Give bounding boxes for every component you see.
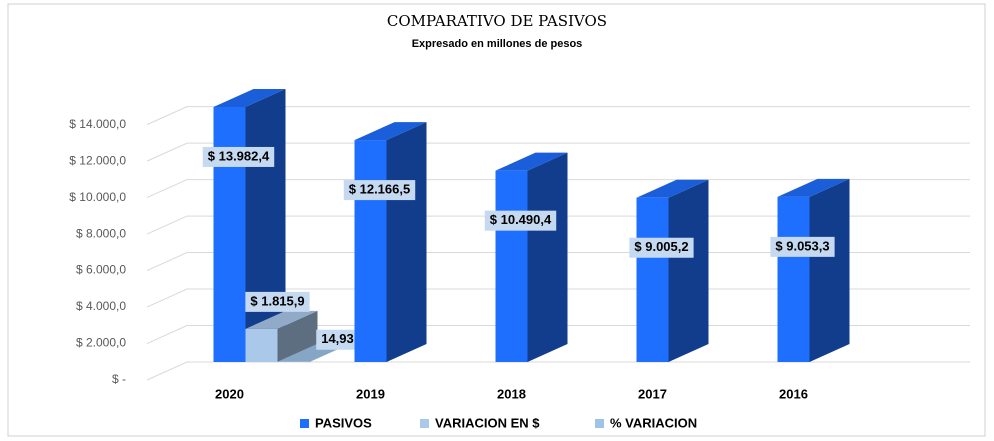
bar	[777, 196, 810, 362]
bar-top	[636, 179, 709, 198]
bar-top	[245, 310, 318, 329]
bar-top	[354, 122, 427, 141]
chart-subtitle: Expresado en millones de pesos	[412, 38, 583, 50]
value-label-box	[629, 237, 694, 258]
x-tick-label: 2018	[497, 386, 526, 401]
y-tick-label: $ 8.000,0	[76, 226, 126, 240]
y-tick-label: $ 10.000,0	[69, 190, 126, 204]
value-label: 14,93	[321, 331, 354, 346]
bar	[495, 170, 528, 362]
bar-side	[527, 152, 568, 362]
value-label-box	[202, 146, 275, 167]
grid-line	[146, 288, 970, 308]
value-label: $ 12.166,5	[349, 182, 410, 197]
bar	[354, 140, 387, 362]
legend-swatch	[595, 419, 604, 428]
bar	[245, 328, 278, 362]
bar-side	[277, 310, 318, 362]
bar-side	[386, 122, 427, 362]
x-tick-label: 2016	[779, 386, 808, 401]
legend-label: VARIACION EN $	[435, 415, 540, 430]
y-tick-label: $ -	[112, 372, 126, 386]
value-label-box	[316, 329, 359, 350]
legend-swatch	[420, 419, 429, 428]
grid-line	[146, 325, 970, 344]
bar	[213, 106, 246, 362]
value-label: $ 10.490,4	[490, 212, 552, 227]
y-tick-label: $ 6.000,0	[76, 263, 126, 277]
bar	[636, 197, 669, 362]
y-tick-label: $ 4.000,0	[76, 299, 126, 313]
bar-side	[668, 179, 709, 362]
y-tick-label: $ 2.000,0	[76, 336, 126, 350]
grid-line	[146, 252, 970, 272]
bar-top	[495, 152, 568, 171]
y-tick-label: $ 14.000,0	[69, 117, 126, 131]
value-label: $ 9.005,2	[634, 239, 688, 254]
x-tick-label: 2019	[356, 386, 385, 401]
chart-title: COMPARATIVO DE PASIVOS	[387, 12, 607, 30]
legend-swatch	[300, 419, 309, 428]
value-label-box	[484, 210, 557, 231]
value-label: $ 9.053,3	[775, 238, 829, 253]
bar-side	[809, 178, 850, 362]
grid-line	[146, 215, 970, 235]
grid-line	[146, 179, 970, 199]
bar-top	[777, 178, 850, 197]
grid-line	[146, 106, 970, 126]
legend-label: % VARIACION	[610, 415, 697, 430]
legend-label: PASIVOS	[315, 415, 372, 430]
grid-line	[146, 142, 970, 162]
x-tick-label: 2020	[215, 386, 244, 401]
bar-top	[213, 88, 286, 107]
y-tick-label: $ 12.000,0	[69, 153, 126, 167]
value-label-box	[343, 180, 416, 201]
value-label-box	[770, 236, 835, 257]
x-tick-label: 2017	[638, 386, 667, 401]
value-label: $ 13.982,4	[208, 148, 270, 163]
value-label-box	[245, 291, 310, 312]
value-label: $ 1.815,9	[250, 293, 304, 308]
grid-line	[146, 361, 970, 381]
